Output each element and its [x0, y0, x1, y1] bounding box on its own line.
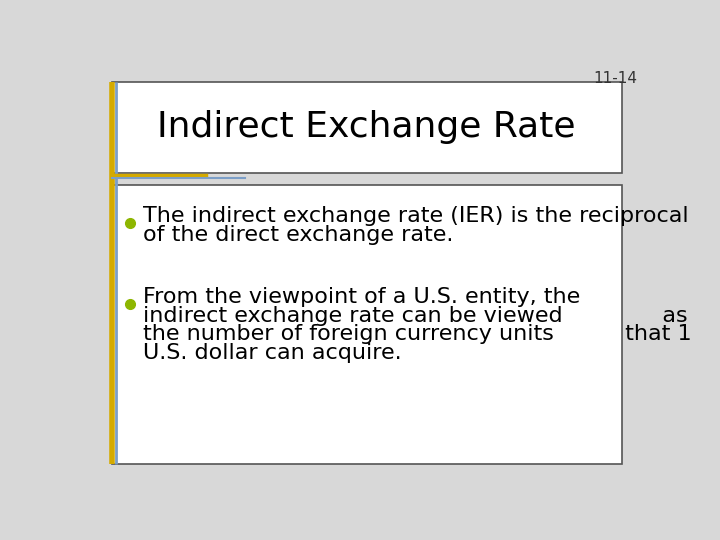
FancyBboxPatch shape — [112, 82, 621, 173]
Text: the number of foreign currency units          that 1: the number of foreign currency units tha… — [143, 325, 691, 345]
FancyBboxPatch shape — [112, 185, 621, 464]
Text: The indirect exchange rate (IER) is the reciprocal: The indirect exchange rate (IER) is the … — [143, 206, 688, 226]
Text: U.S. dollar can acquire.: U.S. dollar can acquire. — [143, 343, 401, 363]
Text: indirect exchange rate can be viewed              as: indirect exchange rate can be viewed as — [143, 306, 688, 326]
Text: of the direct exchange rate.: of the direct exchange rate. — [143, 225, 453, 245]
Text: Indirect Exchange Rate: Indirect Exchange Rate — [158, 110, 576, 144]
Text: From the viewpoint of a U.S. entity, the: From the viewpoint of a U.S. entity, the — [143, 287, 580, 307]
Text: 11-14: 11-14 — [593, 71, 637, 86]
